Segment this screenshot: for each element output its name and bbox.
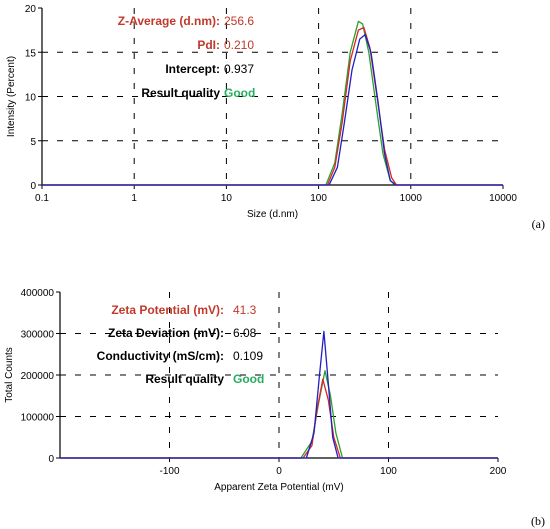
series-line-1	[42, 20, 503, 186]
result-label: PdI:	[197, 38, 220, 52]
result-label: Zeta Deviation (mV):	[108, 326, 224, 340]
x-tick-label: 200	[490, 466, 507, 477]
y-tick-label: 200000	[21, 371, 55, 382]
series-line-2	[42, 26, 503, 186]
y-tick-label: 5	[30, 137, 36, 148]
result-value: 41.3	[233, 303, 257, 317]
x-tick-label: 1000	[400, 193, 423, 204]
y-tick-label: 300000	[21, 330, 55, 341]
result-value: 0.109	[233, 349, 263, 363]
y-tick-label: 0	[48, 454, 54, 465]
series-line-3	[42, 33, 503, 186]
y-tick-label: 15	[25, 48, 37, 59]
y-tick-label: 0	[30, 181, 36, 192]
series-line-1	[60, 370, 498, 459]
result-value: Good	[233, 372, 264, 386]
x-tick-label: 1	[131, 193, 137, 204]
series-line-3	[60, 330, 498, 459]
result-value: 0.210	[224, 38, 254, 52]
y-axis-label: Total Counts	[4, 347, 15, 403]
y-tick-label: 10	[25, 93, 37, 104]
result-value: 256.6	[224, 14, 254, 28]
panel-label: (b)	[531, 514, 545, 528]
result-label: Result quality	[141, 86, 220, 100]
result-value: 0.937	[224, 62, 254, 76]
x-tick-label: 100	[310, 193, 327, 204]
x-axis-label: Size (d.nm)	[247, 209, 298, 220]
series-line-2	[60, 378, 498, 459]
x-tick-label: 10	[221, 193, 233, 204]
result-label: Conductivity (mS/cm):	[97, 349, 224, 363]
result-label: Z-Average (d.nm):	[118, 14, 220, 28]
y-tick-label: 100000	[21, 413, 55, 424]
result-label: Zeta Potential (mV):	[111, 303, 224, 317]
y-axis-label: Intensity (Percent)	[6, 56, 17, 137]
x-tick-label: 0	[276, 466, 282, 477]
zeta-potential-chart: -100 0 100 200 0 100000 200000 300000 400000 Appa…	[4, 288, 545, 528]
y-tick-label: 20	[25, 4, 37, 15]
x-tick-label: -100	[159, 466, 179, 477]
y-tick-label: 400000	[21, 288, 55, 299]
result-label: Intercept:	[165, 62, 220, 76]
result-value: 6.08	[233, 326, 257, 340]
result-label: Result quality	[145, 372, 224, 386]
x-tick-label: 100	[380, 466, 397, 477]
x-tick-label: 0.1	[35, 193, 49, 204]
x-axis-label: Apparent Zeta Potential (mV)	[214, 482, 344, 493]
x-tick-label: 10000	[489, 193, 517, 204]
result-value: Good	[224, 86, 255, 100]
panel-label: (a)	[532, 217, 545, 231]
size-distribution-chart: 0.1 1 10 100 1000 10000 0 5 10 15 20 Size (d.nm) Int…	[6, 4, 545, 231]
